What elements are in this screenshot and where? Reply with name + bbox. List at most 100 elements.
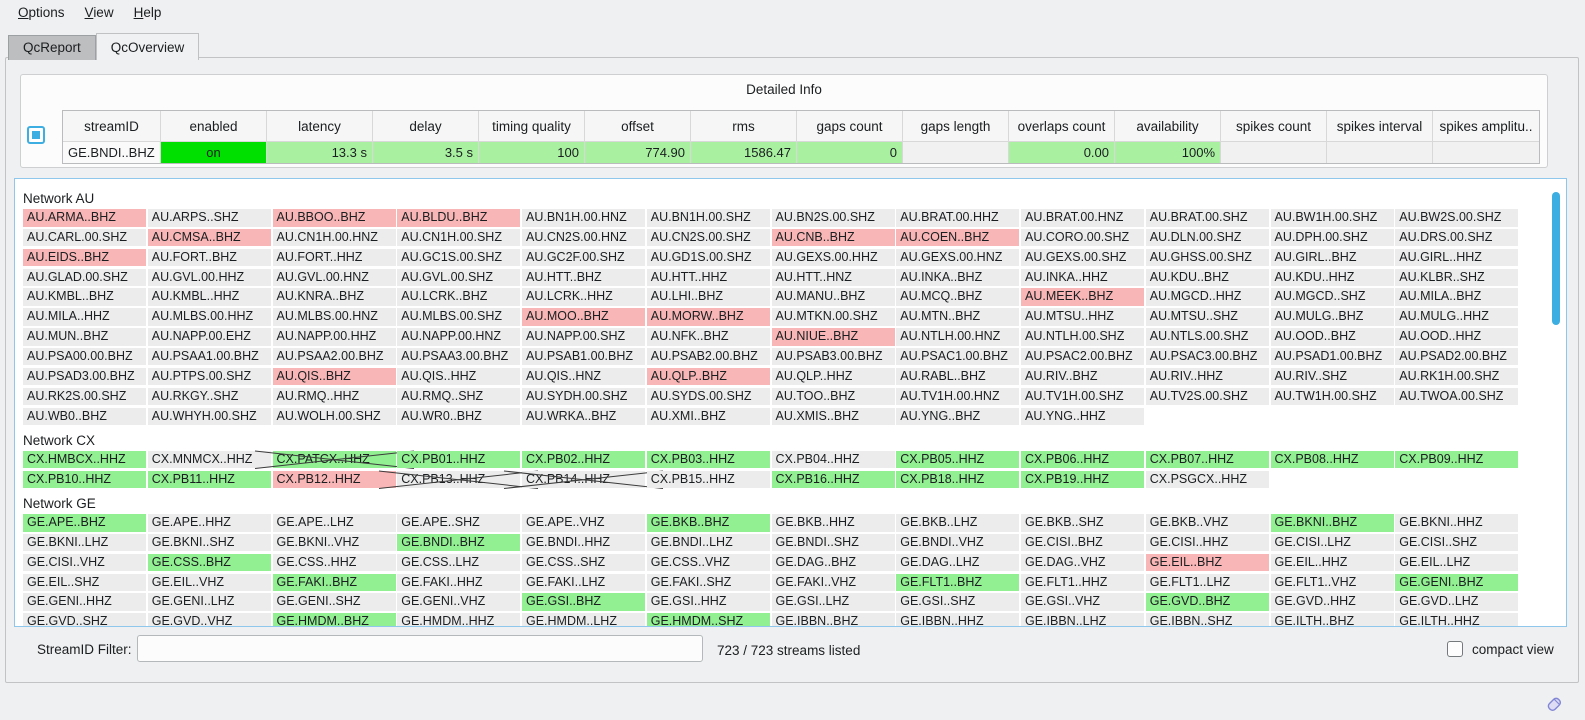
stream-cell[interactable]: AU.DRS.00.SHZ xyxy=(1395,228,1519,247)
stream-cell[interactable]: CX.PB10..HHZ xyxy=(23,470,146,489)
stream-cell[interactable]: AU.WB0..BHZ xyxy=(23,407,146,425)
stream-cell[interactable]: AU.BRAT.00.HHZ xyxy=(896,209,1020,227)
stream-cell[interactable]: AU.TW1H.00.SHZ xyxy=(1270,387,1394,406)
stream-cell[interactable]: GE.BNDI..VHZ xyxy=(896,533,1020,552)
stream-cell[interactable]: GE.GENI..LHZ xyxy=(147,593,271,611)
stream-cell[interactable]: AU.MGCD..HHZ xyxy=(1145,288,1269,306)
stream-cell[interactable]: AU.GD1S.00.SHZ xyxy=(646,248,770,267)
stream-cell[interactable]: GE.BKNI..LHZ xyxy=(23,533,146,552)
stream-cell[interactable]: GE.BKNI..VHZ xyxy=(272,533,396,552)
stream-cell[interactable]: AU.PTPS.00.SHZ xyxy=(147,367,271,386)
stream-cell[interactable]: GE.CSS..VHZ xyxy=(646,553,770,572)
stream-cell[interactable]: CX.PB06..HHZ xyxy=(1021,450,1144,469)
stream-cell[interactable]: GE.APE..BHZ xyxy=(23,514,146,532)
stream-cell[interactable]: CX.PSGCX..HHZ xyxy=(1145,470,1269,489)
stream-cell[interactable]: AU.GC2F.00.SHZ xyxy=(522,248,645,267)
stream-cell[interactable]: AU.NAPP.00.HNZ xyxy=(397,328,521,346)
stream-cell[interactable]: AU.EIDS..BHZ xyxy=(23,248,146,267)
stream-cell[interactable]: AU.INKA..HHZ xyxy=(1021,268,1144,287)
stream-cell[interactable]: GE.GVD..HHZ xyxy=(1270,593,1394,611)
stream-cell[interactable]: GE.BKNI..HHZ xyxy=(1395,514,1519,532)
stream-cell[interactable]: GE.GSI..BHZ xyxy=(522,593,645,611)
stream-cell[interactable]: AU.CNB..BHZ xyxy=(771,228,895,247)
stream-cell[interactable]: AU.NTLS.00.SHZ xyxy=(1145,328,1269,346)
stream-cell[interactable]: AU.PSAA3.00.BHZ xyxy=(397,347,521,366)
stream-cell[interactable]: GE.IBBN..BHZ xyxy=(771,613,895,626)
stream-cell[interactable]: GE.CISI..HHZ xyxy=(1145,533,1269,552)
stream-cell[interactable]: GE.CSS..HHZ xyxy=(272,553,396,572)
stream-cell[interactable]: AU.BN1H.00.SHZ xyxy=(646,209,770,227)
stream-cell[interactable]: GE.CSS..SHZ xyxy=(522,553,645,572)
stream-cell[interactable]: GE.APE..VHZ xyxy=(522,514,645,532)
stream-cell[interactable]: GE.FLT1..VHZ xyxy=(1270,573,1394,592)
stream-cell[interactable]: GE.GSI..HHZ xyxy=(646,593,770,611)
stream-cell[interactable]: GE.BKB..SHZ xyxy=(1021,514,1144,532)
stream-cell[interactable]: GE.IBBN..LHZ xyxy=(1021,613,1144,626)
stream-cell[interactable]: AU.PSAD1.00.BHZ xyxy=(1270,347,1394,366)
stream-cell[interactable]: AU.DPH.00.SHZ xyxy=(1270,228,1394,247)
stream-cell[interactable]: AU.QLP..HHZ xyxy=(771,367,895,386)
stream-cell[interactable]: AU.GLAD.00.SHZ xyxy=(23,268,146,287)
stream-cell[interactable]: AU.RK2S.00.SHZ xyxy=(23,387,146,406)
stream-cell[interactable]: AU.MLBS.00.SHZ xyxy=(397,308,521,326)
stream-cell[interactable]: AU.GIRL..BHZ xyxy=(1270,248,1394,267)
stream-filter-input[interactable] xyxy=(137,635,703,662)
stream-cell[interactable]: AU.BN1H.00.HNZ xyxy=(522,209,645,227)
stream-cell[interactable]: CX.PB09..HHZ xyxy=(1395,450,1519,469)
stream-cell[interactable]: AU.TWOA.00.SHZ xyxy=(1395,387,1519,406)
stream-cell[interactable]: GE.ILTH..HHZ xyxy=(1395,613,1519,626)
stream-cell[interactable]: CX.PB04..HHZ xyxy=(771,450,895,469)
stream-cell[interactable]: CX.PB16..HHZ xyxy=(771,470,895,489)
stream-cell[interactable]: AU.KLBR..SHZ xyxy=(1395,268,1519,287)
stream-cell[interactable]: AU.INKA..BHZ xyxy=(896,268,1020,287)
stream-cell[interactable]: AU.GEXS.00.HHZ xyxy=(771,248,895,267)
stream-cell[interactable]: AU.MTN..BHZ xyxy=(896,308,1020,326)
stream-cell[interactable]: AU.GC1S.00.SHZ xyxy=(397,248,521,267)
stream-cell[interactable]: AU.MILA..HHZ xyxy=(23,308,146,326)
stream-cell[interactable]: AU.MTKN.00.SHZ xyxy=(771,308,895,326)
stream-cell[interactable]: AU.PSAB1.00.BHZ xyxy=(522,347,645,366)
stream-cell[interactable]: AU.PSAA1.00.BHZ xyxy=(147,347,271,366)
compact-view-checkbox[interactable] xyxy=(1447,641,1463,657)
stream-cell[interactable]: AU.PSAC2.00.BHZ xyxy=(1021,347,1144,366)
stream-cell[interactable]: GE.CISI..LHZ xyxy=(1270,533,1394,552)
stream-cell[interactable]: AU.RIV..HHZ xyxy=(1145,367,1269,386)
stream-cell[interactable]: AU.XMI..BHZ xyxy=(646,407,770,425)
stream-cell[interactable]: GE.GVD..BHZ xyxy=(1145,593,1269,611)
stream-cell[interactable]: GE.FAKI..VHZ xyxy=(771,573,895,592)
tab-qcoverview[interactable]: QcOverview xyxy=(95,33,200,60)
stream-cell[interactable]: AU.BBOO..BHZ xyxy=(272,209,396,227)
stream-cell[interactable]: GE.CSS..BHZ xyxy=(147,553,271,572)
stream-cell[interactable]: AU.MANU..BHZ xyxy=(771,288,895,306)
stream-cell[interactable]: GE.EIL..BHZ xyxy=(1145,553,1269,572)
stream-cell[interactable]: GE.BKB..VHZ xyxy=(1145,514,1269,532)
stream-cell[interactable]: AU.MULG..HHZ xyxy=(1395,308,1519,326)
stream-cell[interactable]: GE.BNDI..HHZ xyxy=(522,533,645,552)
vertical-scrollbar[interactable] xyxy=(1552,192,1560,325)
stream-cell[interactable]: AU.MOO..BHZ xyxy=(522,308,645,326)
stream-cell[interactable]: AU.MILA..BHZ xyxy=(1395,288,1519,306)
stream-cell[interactable]: GE.HMDM..SHZ xyxy=(646,613,770,626)
stream-cell[interactable]: AU.KMBL..BHZ xyxy=(23,288,146,306)
stream-cell[interactable]: GE.FLT1..LHZ xyxy=(1145,573,1269,592)
stream-cell[interactable]: GE.DAG..VHZ xyxy=(1021,553,1144,572)
stream-cell[interactable]: CX.PB11..HHZ xyxy=(147,470,271,489)
stream-cell[interactable]: AU.CARL.00.SHZ xyxy=(23,228,146,247)
stream-cell[interactable]: GE.EIL..SHZ xyxy=(23,573,146,592)
stream-cell[interactable]: AU.MCQ..BHZ xyxy=(896,288,1020,306)
stream-cell[interactable]: AU.NIUE..BHZ xyxy=(771,328,895,346)
stream-cell[interactable]: AU.MLBS.00.HHZ xyxy=(147,308,271,326)
stream-cell[interactable]: AU.CN1H.00.HNZ xyxy=(272,228,396,247)
stream-cell[interactable]: AU.RKGY..SHZ xyxy=(147,387,271,406)
stream-cell[interactable]: GE.GENI..SHZ xyxy=(272,593,396,611)
stream-cell[interactable]: CX.PB01..HHZ xyxy=(397,450,521,469)
stream-cell[interactable]: AU.YNG..BHZ xyxy=(896,407,1020,425)
stream-cell[interactable]: GE.BNDI..LHZ xyxy=(646,533,770,552)
stream-cell[interactable]: AU.PSAB3.00.BHZ xyxy=(771,347,895,366)
stream-cell[interactable]: AU.QIS..BHZ xyxy=(272,367,396,386)
stream-cell[interactable]: GE.IBBN..SHZ xyxy=(1145,613,1269,626)
stream-cell[interactable]: AU.MGCD..SHZ xyxy=(1270,288,1394,306)
stream-cell[interactable]: GE.GVD..LHZ xyxy=(1395,593,1519,611)
stream-cell[interactable]: CX.PB03..HHZ xyxy=(646,450,770,469)
stream-cell[interactable]: GE.FAKI..HHZ xyxy=(397,573,521,592)
